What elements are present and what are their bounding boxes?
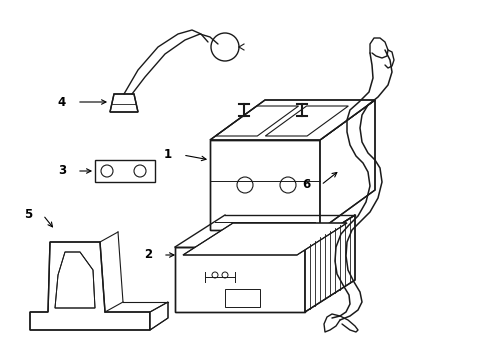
Polygon shape: [183, 223, 346, 255]
Polygon shape: [55, 252, 95, 308]
Polygon shape: [30, 242, 150, 330]
Polygon shape: [319, 100, 374, 230]
Text: 2: 2: [143, 248, 152, 261]
Text: 6: 6: [301, 179, 309, 192]
Polygon shape: [209, 140, 319, 230]
Text: 4: 4: [58, 95, 66, 108]
Polygon shape: [175, 247, 305, 312]
Polygon shape: [209, 100, 374, 140]
Polygon shape: [150, 302, 168, 330]
Text: 5: 5: [24, 208, 32, 221]
Polygon shape: [110, 94, 138, 112]
Text: 1: 1: [163, 148, 172, 162]
Polygon shape: [305, 215, 354, 312]
Text: 3: 3: [58, 165, 66, 177]
